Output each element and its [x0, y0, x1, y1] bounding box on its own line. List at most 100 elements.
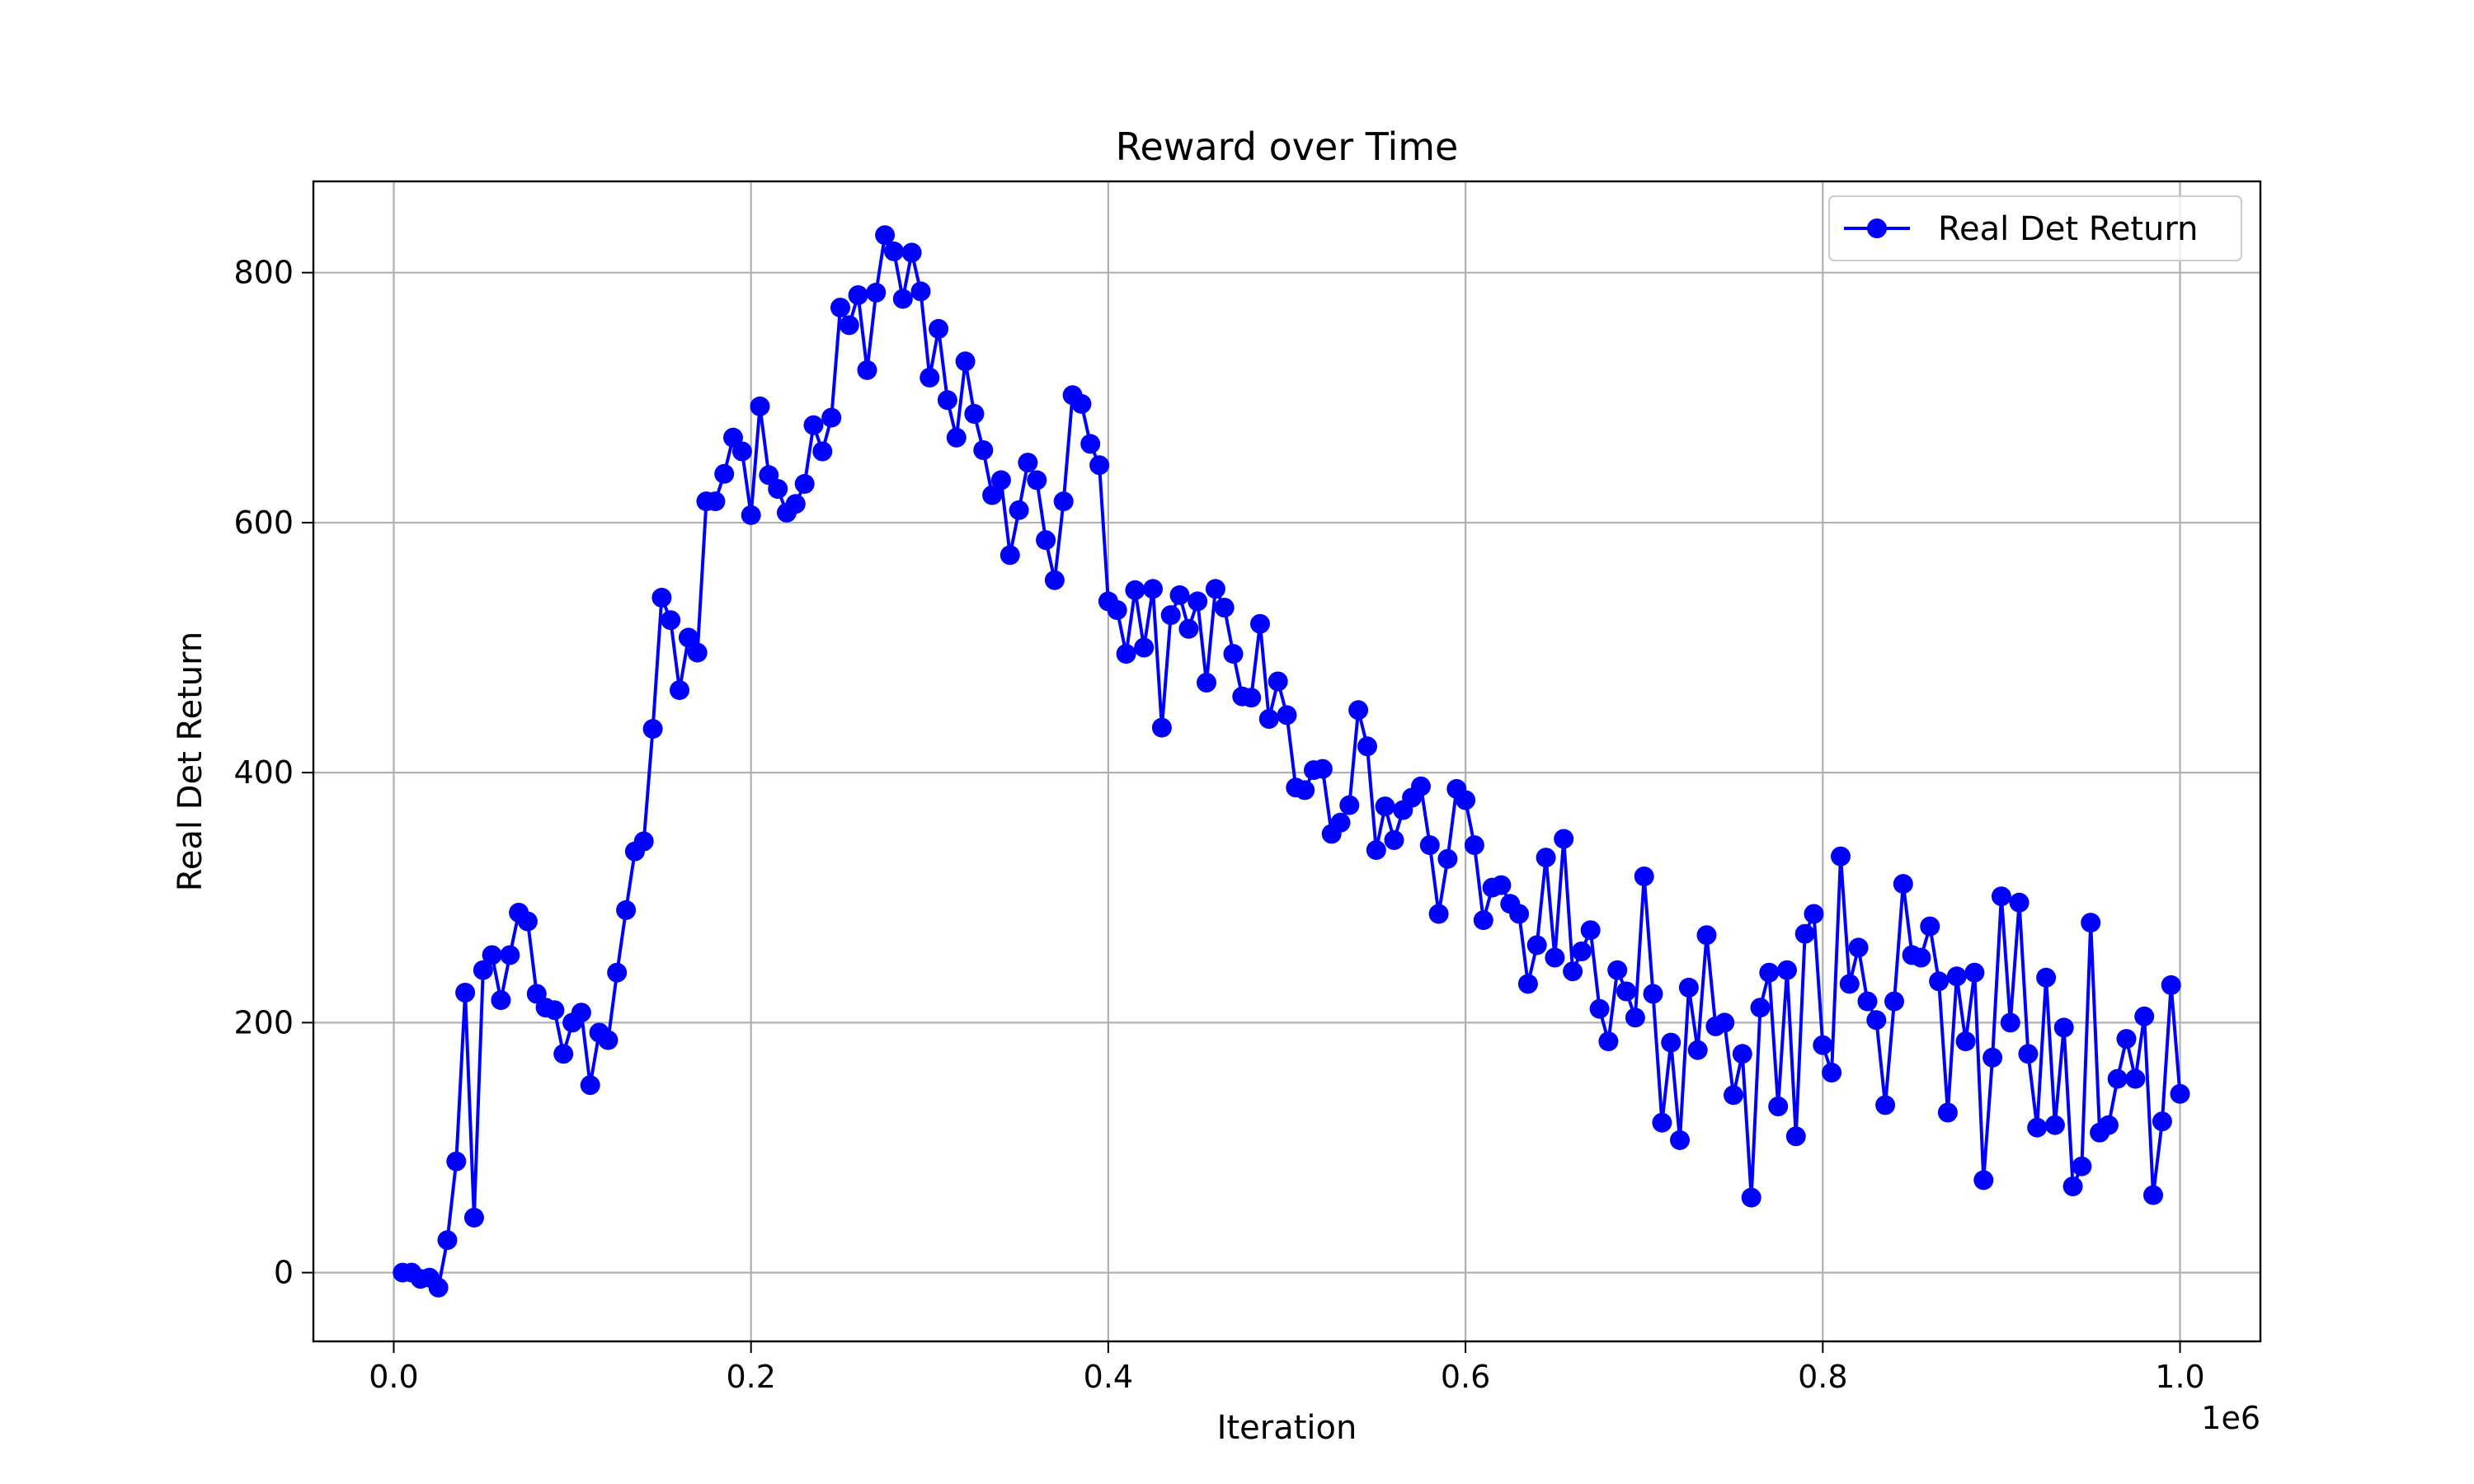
data-point: [2027, 1117, 2048, 1138]
data-point: [1580, 920, 1601, 941]
data-point: [1625, 1007, 1645, 1028]
data-point: [473, 960, 493, 980]
grid-lines: [313, 181, 2260, 1341]
data-point: [1080, 434, 1101, 454]
data-point: [2018, 1044, 2039, 1064]
data-point: [1554, 829, 1574, 849]
data-point: [446, 1151, 467, 1172]
data-point: [910, 281, 931, 302]
data-point: [1071, 393, 1092, 414]
data-point: [1634, 866, 1654, 886]
data-point: [1214, 598, 1235, 618]
data-point: [1866, 1010, 1887, 1031]
y-tick-label: 0: [274, 1255, 294, 1291]
data-point: [2143, 1185, 2163, 1205]
data-point: [2152, 1111, 2172, 1132]
data-point: [1375, 796, 1395, 817]
data-point: [803, 415, 824, 435]
x-axis-offset-label: 1e6: [2201, 1400, 2260, 1436]
data-point: [1116, 644, 1136, 665]
data-point: [2116, 1029, 2137, 1050]
series-layer: [393, 225, 2190, 1298]
data-point: [661, 610, 681, 631]
data-point: [875, 225, 896, 246]
data-point: [2161, 974, 2181, 995]
data-point: [1563, 961, 1583, 982]
data-point: [1616, 981, 1637, 1002]
data-point: [920, 368, 940, 387]
data-point: [2134, 1006, 2155, 1026]
x-tick-label: 0.6: [1441, 1359, 1490, 1395]
data-point: [1169, 585, 1190, 605]
data-point: [1295, 780, 1315, 801]
x-tick-label: 1.0: [2155, 1359, 2204, 1395]
data-point: [1714, 1012, 1735, 1033]
x-tick-label: 0.0: [369, 1359, 418, 1395]
data-point: [1018, 453, 1038, 473]
data-point: [1831, 846, 1851, 866]
data-point: [2170, 1083, 2190, 1104]
data-point: [1044, 570, 1065, 590]
legend-box: [1828, 195, 2242, 261]
data-point: [731, 441, 752, 462]
data-point: [1509, 904, 1530, 924]
data-point: [1339, 795, 1360, 815]
data-point: [884, 241, 904, 261]
data-point: [973, 440, 994, 460]
data-point: [1661, 1032, 1681, 1053]
data-point: [544, 1000, 565, 1021]
data-point: [1526, 935, 1547, 956]
data-point: [1750, 998, 1771, 1018]
data-point: [1857, 991, 1878, 1012]
data-point: [491, 990, 511, 1011]
data-point: [1893, 874, 1913, 895]
data-point: [1197, 673, 1216, 693]
data-point: [1330, 812, 1351, 833]
data-point: [1419, 835, 1440, 856]
data-point: [946, 427, 967, 448]
data-point: [964, 404, 985, 424]
data-point: [830, 298, 850, 318]
data-point: [857, 359, 877, 380]
data-point: [929, 318, 949, 339]
data-point: [607, 962, 628, 983]
data-point: [1982, 1047, 2003, 1068]
data-point: [482, 945, 502, 965]
data-point: [1357, 736, 1377, 757]
y-tick-label: 800: [233, 255, 294, 291]
data-point: [982, 485, 1003, 505]
data-point: [580, 1075, 600, 1096]
data-point: [1348, 700, 1369, 721]
data-point: [1241, 688, 1262, 708]
data-point: [2000, 1012, 2020, 1033]
data-point: [714, 463, 735, 484]
data-point: [1643, 984, 1663, 1004]
data-point: [1366, 840, 1386, 861]
data-point: [687, 642, 708, 663]
data-point: [678, 627, 698, 648]
data-point: [750, 396, 770, 416]
data-point: [955, 351, 976, 372]
data-point: [1973, 1170, 1994, 1190]
data-point: [1920, 916, 1940, 937]
data-point: [2044, 1115, 2065, 1135]
data-point: [1768, 1097, 1789, 1116]
data-point: [2036, 967, 2057, 988]
data-point: [1428, 904, 1449, 924]
legend-label: Real Det Return: [1938, 210, 2199, 248]
data-point: [1598, 1031, 1619, 1052]
data-point: [1741, 1187, 1761, 1208]
data-point: [1759, 962, 1780, 983]
data-point: [990, 470, 1011, 491]
data-point: [500, 945, 520, 965]
data-point: [1188, 591, 1208, 612]
x-tick-label: 0.4: [1084, 1359, 1133, 1395]
data-point: [866, 282, 887, 303]
data-point: [768, 479, 788, 499]
x-tick-label: 0.2: [726, 1359, 775, 1395]
data-point: [1009, 500, 1029, 520]
legend: Real Det Return: [1828, 195, 2242, 261]
data-point: [1848, 937, 1869, 958]
data-point: [1839, 974, 1860, 994]
